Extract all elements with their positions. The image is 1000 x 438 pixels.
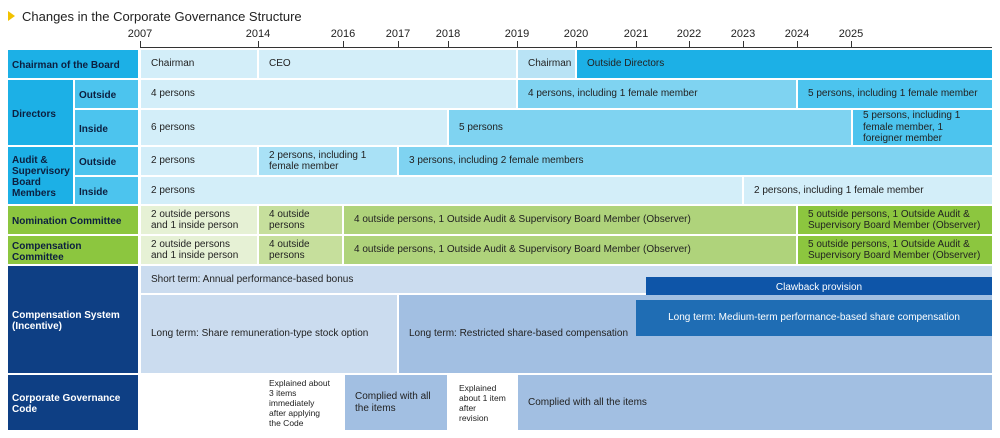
year-tick (517, 41, 518, 48)
chairman-segment-ceo: CEO (259, 50, 516, 78)
year-label-2023: 2023 (730, 28, 756, 40)
year-label-2022: 2022 (676, 28, 702, 40)
audit-outside-segment-1: 2 persons (141, 147, 257, 175)
year-label-2021: 2021 (623, 28, 649, 40)
cg-code-complied-2: Complied with all the items (518, 375, 992, 430)
year-tick (689, 41, 690, 48)
compensation-committee-segment-4: 5 outside persons, 1 Outside Audit & Sup… (798, 236, 992, 264)
year-tick (636, 41, 637, 48)
directors-inside-segment-2: 5 persons (449, 110, 851, 145)
year-tick (258, 41, 259, 48)
timeline-axis (140, 47, 992, 48)
nomination-segment-1: 2 outside persons and 1 inside person (141, 206, 257, 234)
header-cg-code: Corporate Governance Code (8, 375, 138, 430)
compensation-long-stock-option: Long term: Share remuneration-type stock… (141, 295, 397, 373)
year-tick (576, 41, 577, 48)
header-nomination: Nomination Committee (8, 206, 138, 234)
nomination-segment-4: 5 outside persons, 1 Outside Audit & Sup… (798, 206, 992, 234)
chart-title-text: Changes in the Corporate Governance Stru… (22, 8, 302, 24)
header-audit-outside: Outside (75, 147, 138, 175)
year-tick (140, 41, 141, 48)
chairman-segment-outside-directors: Outside Directors (577, 50, 992, 78)
year-label-2025: 2025 (838, 28, 864, 40)
year-label-2019: 2019 (504, 28, 530, 40)
year-tick (851, 41, 852, 48)
compensation-long-medium-term: Long term: Medium-term performance-based… (636, 300, 992, 336)
year-label-2014: 2014 (245, 28, 271, 40)
directors-outside-segment-2: 4 persons, including 1 female member (518, 80, 796, 108)
directors-inside-segment-1: 6 persons (141, 110, 447, 145)
nomination-segment-2: 4 outside persons (259, 206, 342, 234)
audit-inside-segment-2: 2 persons, including 1 female member (744, 177, 992, 204)
year-label-2016: 2016 (330, 28, 356, 40)
year-label-2007: 2007 (127, 28, 153, 40)
audit-outside-segment-2: 2 persons, including 1 female member (259, 147, 397, 175)
cg-code-complied-1: Complied with all the items (345, 375, 447, 430)
cg-code-explained-1: Explained about 1 item after revision (449, 375, 516, 430)
year-tick (797, 41, 798, 48)
year-label-2024: 2024 (784, 28, 810, 40)
year-tick (343, 41, 344, 48)
directors-inside-segment-3: 5 persons, including 1 female member, 1 … (853, 110, 992, 145)
directors-outside-segment-3: 5 persons, including 1 female member (798, 80, 992, 108)
chairman-segment-chairman: Chairman (141, 50, 257, 78)
audit-outside-segment-3: 3 persons, including 2 female members (399, 147, 992, 175)
header-compensation-system: Compensation System (Incentive) (8, 266, 138, 373)
year-tick (448, 41, 449, 48)
header-chairman: Chairman of the Board (8, 50, 138, 78)
audit-inside-segment-1: 2 persons (141, 177, 742, 204)
year-tick (743, 41, 744, 48)
header-audit-inside: Inside (75, 177, 138, 204)
directors-outside-segment-1: 4 persons (141, 80, 516, 108)
chairman-segment-chairman-2019: Chairman (518, 50, 575, 78)
year-label-2020: 2020 (563, 28, 589, 40)
cg-code-blank (141, 375, 257, 430)
header-compensation-committee: Compensation Committee (8, 236, 138, 264)
compensation-clawback: Clawback provision (646, 277, 992, 299)
year-label-2018: 2018 (435, 28, 461, 40)
compensation-committee-segment-1: 2 outside persons and 1 inside person (141, 236, 257, 264)
header-directors-inside: Inside (75, 110, 138, 145)
header-directors: Directors (8, 80, 73, 145)
compensation-committee-segment-3: 4 outside persons, 1 Outside Audit & Sup… (344, 236, 796, 264)
nomination-segment-3: 4 outside persons, 1 Outside Audit & Sup… (344, 206, 796, 234)
header-audit: Audit & Supervisory Board Members (8, 147, 73, 204)
cg-code-explained-3: Explained about 3 items immediately afte… (259, 375, 343, 430)
year-tick (398, 41, 399, 48)
triangle-bullet-icon (8, 11, 15, 21)
compensation-committee-segment-2: 4 outside persons (259, 236, 342, 264)
header-directors-outside: Outside (75, 80, 138, 108)
year-label-2017: 2017 (385, 28, 411, 40)
chart-title: Changes in the Corporate Governance Stru… (8, 7, 302, 25)
